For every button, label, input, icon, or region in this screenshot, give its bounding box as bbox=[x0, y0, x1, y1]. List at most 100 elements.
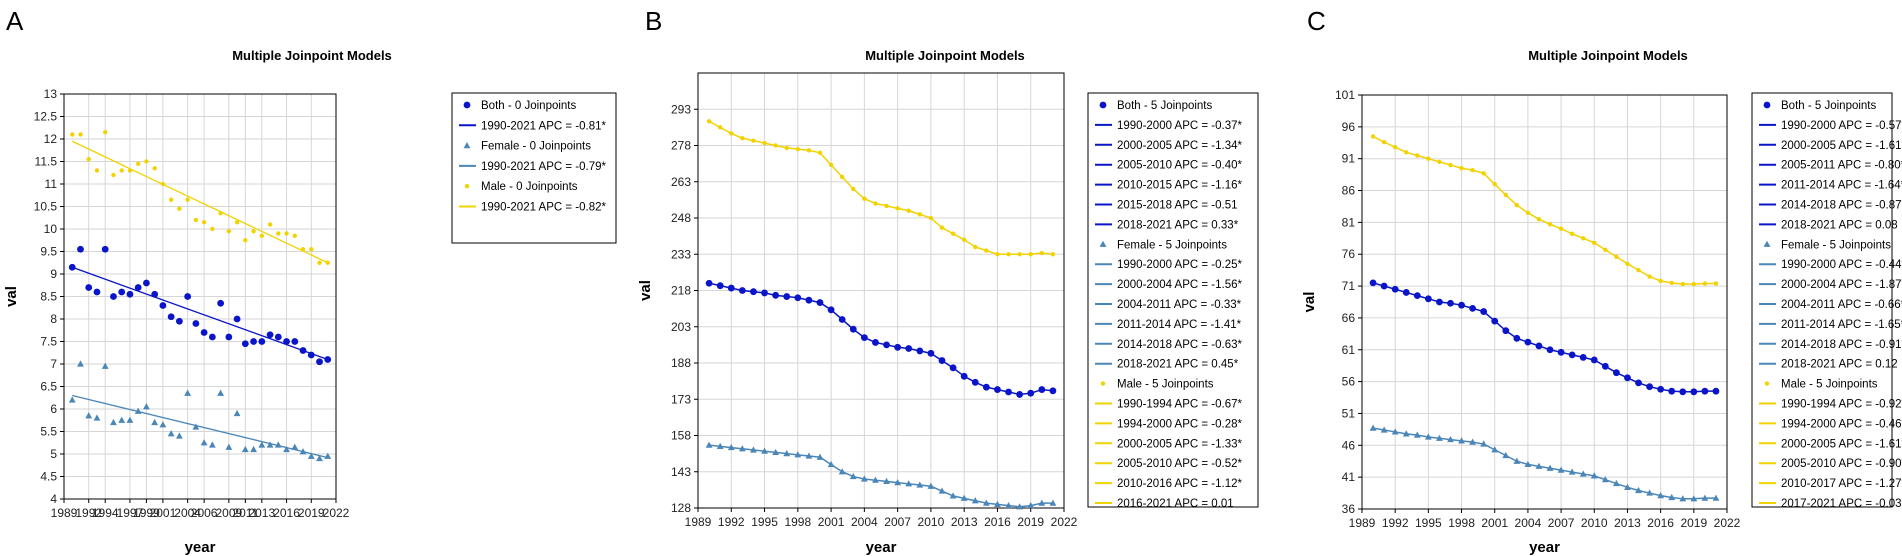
data-point-male bbox=[226, 229, 232, 234]
data-point-both bbox=[68, 263, 76, 271]
data-point-male bbox=[1437, 159, 1442, 165]
legend-label: Male - 5 Joinpoints bbox=[1781, 379, 1878, 391]
y-tick-label: 11.5 bbox=[35, 155, 58, 169]
data-point-male bbox=[773, 143, 778, 148]
data-point-female bbox=[1612, 479, 1620, 487]
data-point-both bbox=[283, 338, 290, 345]
data-point-female bbox=[1049, 499, 1057, 506]
data-point-female bbox=[705, 441, 713, 448]
data-point-both bbox=[949, 364, 957, 372]
x-axis-title: year bbox=[866, 539, 897, 556]
legend-label: 2000-2005 APC = -1.34* bbox=[1117, 140, 1243, 152]
legend-label: 2005-2011 APC = -0.80* bbox=[1781, 160, 1902, 172]
data-point-female bbox=[794, 451, 802, 458]
x-tick-label: 2011 bbox=[232, 506, 258, 520]
data-point-female bbox=[118, 416, 126, 423]
data-point-male bbox=[862, 196, 867, 201]
legend-item: 2014-2018 APC = -0.63* bbox=[1095, 339, 1243, 351]
data-point-both bbox=[1005, 388, 1012, 396]
y-tick-label: 46 bbox=[1342, 438, 1356, 452]
data-point-female bbox=[761, 447, 768, 454]
data-point-both bbox=[727, 284, 735, 292]
legend: Both - 5 Joinpoints 1990-2000 APC = -0.57… bbox=[1751, 92, 1902, 510]
data-point-female bbox=[307, 452, 315, 459]
data-point-female bbox=[283, 445, 290, 453]
legend-label: 2000-2005 APC = -1.33* bbox=[1117, 438, 1243, 450]
data-point-female bbox=[1447, 435, 1454, 443]
data-point-female bbox=[860, 475, 868, 482]
data-point-both bbox=[1690, 388, 1698, 396]
legend-label: 2004-2011 APC = -0.66* bbox=[1781, 299, 1902, 311]
data-point-both bbox=[266, 331, 274, 339]
legend-item: 1990-2000 APC = -0.57* bbox=[1759, 120, 1902, 132]
y-tick-label: 66 bbox=[1342, 311, 1356, 325]
data-point-female bbox=[1469, 438, 1477, 445]
data-point-male bbox=[78, 132, 83, 137]
legend-label: 1990-1994 APC = -0.67* bbox=[1117, 399, 1243, 411]
data-point-male bbox=[103, 130, 108, 135]
chart-title: Multiple Joinpoint Models bbox=[865, 48, 1025, 63]
legend-marker-swatch bbox=[1099, 101, 1107, 109]
data-point-female bbox=[184, 389, 192, 396]
data-point-both bbox=[299, 347, 307, 354]
fit-line-male bbox=[71, 140, 329, 264]
series-female bbox=[1369, 424, 1720, 502]
data-point-female bbox=[134, 407, 142, 414]
data-point-both bbox=[151, 290, 159, 298]
data-point-male bbox=[168, 197, 174, 202]
data-point-both bbox=[134, 284, 142, 291]
legend-marker-swatch bbox=[463, 101, 471, 109]
legend-item: 1990-1994 APC = -0.67* bbox=[1095, 399, 1243, 411]
legend-label: 2018-2021 APC = 0.45* bbox=[1117, 359, 1239, 371]
data-point-female bbox=[93, 414, 101, 421]
legend-item: 2000-2005 APC = -1.61* bbox=[1759, 438, 1902, 450]
x-tick-label: 2004 bbox=[174, 506, 201, 520]
data-point-female bbox=[1579, 470, 1587, 477]
data-point-male bbox=[884, 203, 889, 209]
legend-item: 2000-2004 APC = -1.56* bbox=[1095, 279, 1243, 291]
legend-label: 1990-2021 APC = -0.82* bbox=[481, 202, 607, 214]
x-tick-label: 1992 bbox=[75, 506, 102, 520]
y-tick-label: 10 bbox=[44, 222, 58, 236]
legend-label: 2018-2021 APC = 0.08 bbox=[1781, 219, 1898, 231]
data-point-female bbox=[159, 421, 167, 428]
legend-label: 1990-2021 APC = -0.79* bbox=[481, 161, 607, 173]
y-tick-label: 173 bbox=[671, 392, 691, 406]
x-tick-label: 1992 bbox=[718, 515, 745, 529]
legend-label: 2011-2014 APC = -1.41* bbox=[1117, 319, 1242, 331]
data-point-female bbox=[250, 445, 257, 453]
data-point-male bbox=[973, 244, 978, 250]
data-point-both bbox=[101, 245, 109, 253]
data-point-both bbox=[1712, 387, 1720, 395]
y-tick-label: 51 bbox=[1342, 406, 1356, 420]
data-point-female bbox=[1690, 495, 1698, 502]
data-point-both bbox=[716, 282, 724, 290]
data-point-both bbox=[816, 299, 824, 306]
legend-marker-swatch bbox=[1763, 101, 1771, 109]
data-point-female bbox=[192, 423, 200, 430]
data-point-both bbox=[805, 296, 813, 304]
data-point-both bbox=[291, 338, 299, 345]
data-point-both bbox=[250, 338, 257, 345]
legend-label: 2015-2018 APC = -0.51 bbox=[1117, 200, 1238, 212]
data-point-both bbox=[93, 288, 101, 296]
data-point-male bbox=[1492, 181, 1497, 187]
legend-box bbox=[451, 92, 617, 244]
data-point-male bbox=[119, 168, 124, 173]
legend-item: 2018-2021 APC = 0.12 bbox=[1759, 359, 1898, 371]
data-point-both bbox=[1447, 299, 1454, 307]
legend-marker-swatch bbox=[1764, 381, 1770, 386]
x-tick-label: 2016 bbox=[984, 515, 1011, 529]
data-point-both bbox=[324, 356, 332, 363]
series-female bbox=[705, 441, 1057, 510]
data-point-male bbox=[1702, 281, 1708, 286]
data-point-female bbox=[827, 460, 835, 468]
legend-item: 2018-2021 APC = 0.33* bbox=[1095, 219, 1239, 231]
y-tick-label: 12.5 bbox=[34, 110, 58, 124]
series-line-both bbox=[1372, 282, 1716, 393]
data-point-both bbox=[1701, 387, 1709, 395]
legend-label: 1990-2000 APC = -0.44* bbox=[1781, 259, 1902, 271]
y-axis-title: val bbox=[3, 286, 20, 307]
data-point-male bbox=[1569, 231, 1575, 237]
